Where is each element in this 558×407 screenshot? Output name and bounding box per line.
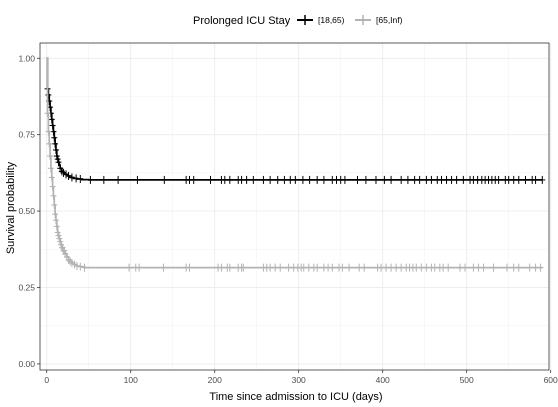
- x-tick-label: 100: [124, 375, 138, 385]
- y-tick-label: 0.00: [18, 359, 35, 369]
- grid: [40, 43, 552, 370]
- x-tick-label: 300: [292, 375, 306, 385]
- series-layer: [44, 57, 546, 272]
- x-tick-label: 0: [44, 375, 49, 385]
- y-tick-label: 0.50: [18, 206, 35, 216]
- series-line-1: [46, 57, 543, 269]
- x-tick-label: 400: [376, 375, 390, 385]
- x-tick-label: 600: [544, 375, 558, 385]
- y-tick-label: 0.75: [18, 130, 35, 140]
- x-tick-label: 200: [208, 375, 222, 385]
- x-axis-title: Time since admission to ICU (days): [209, 391, 382, 403]
- x-tick-label: 500: [460, 375, 474, 385]
- plot-panel-border: [39, 42, 550, 371]
- series-line-0: [46, 57, 543, 181]
- ticks: 0 100 200 300 400 500 600 0.00 0.25 0.50 0.75 1.00: [18, 53, 558, 385]
- legend: Prolonged ICU Stay [18,65) [65,Inf): [193, 15, 403, 27]
- legend-label-series-1: [65,Inf): [376, 15, 403, 25]
- legend-label-series-0: [18,65): [318, 15, 345, 25]
- y-tick-label: 1.00: [18, 53, 35, 63]
- y-tick-label: 0.25: [18, 282, 35, 292]
- legend-title: Prolonged ICU Stay: [193, 15, 291, 27]
- y-axis-title: Survival probability: [5, 161, 17, 254]
